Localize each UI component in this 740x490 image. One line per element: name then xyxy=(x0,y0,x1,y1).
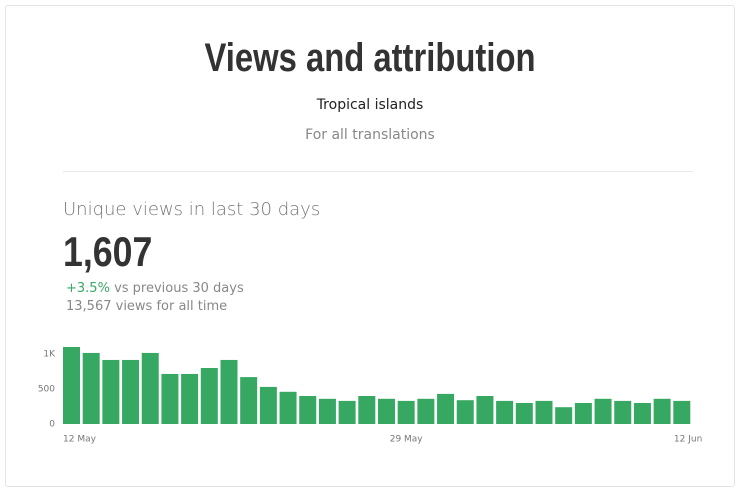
bar xyxy=(279,391,297,424)
x-tick-label: 12 Jun xyxy=(674,435,702,445)
bar xyxy=(653,398,671,424)
bar xyxy=(220,359,238,424)
change-value: +3.5% xyxy=(66,281,110,296)
bar xyxy=(181,373,199,424)
bar xyxy=(535,400,553,424)
bar xyxy=(456,400,474,424)
stat-value: 1,607 xyxy=(63,228,153,275)
bar xyxy=(614,400,632,424)
title: Views and attribution xyxy=(204,36,536,80)
bar xyxy=(378,398,395,424)
bar xyxy=(574,403,592,424)
bar xyxy=(63,347,80,424)
bar xyxy=(594,398,612,424)
bar xyxy=(299,396,317,424)
note: For all translations xyxy=(305,127,435,143)
bar xyxy=(555,407,573,424)
y-tick-label: 1K xyxy=(43,350,56,360)
stat-label: Unique views in last 30 days xyxy=(63,199,321,220)
all-time: 13,567 views for all time xyxy=(66,299,228,314)
change-text: vs previous 30 days xyxy=(114,281,244,296)
change: +3.5% vs previous 30 days xyxy=(66,281,244,296)
bar xyxy=(259,386,277,424)
bar xyxy=(397,400,415,424)
bar xyxy=(161,373,179,424)
bar xyxy=(318,398,336,424)
subtitle: Tropical islands xyxy=(316,97,424,113)
bar xyxy=(122,359,140,424)
bar xyxy=(102,359,120,424)
bar xyxy=(496,400,514,424)
bar xyxy=(673,400,691,424)
bar xyxy=(240,377,258,424)
bar xyxy=(437,393,455,424)
x-tick-label: 12 May xyxy=(63,435,97,445)
bar xyxy=(338,400,356,424)
bar xyxy=(515,403,533,424)
bar xyxy=(358,396,376,424)
y-tick-label: 0 xyxy=(49,420,55,430)
bar xyxy=(82,352,100,424)
y-tick-label: 500 xyxy=(38,385,55,395)
bar xyxy=(476,396,494,424)
bar xyxy=(200,368,218,424)
bar xyxy=(417,398,435,424)
bar xyxy=(141,352,159,424)
divider xyxy=(63,171,693,172)
x-tick-label: 29 May xyxy=(390,435,424,445)
card xyxy=(5,5,735,487)
bar xyxy=(633,403,651,424)
